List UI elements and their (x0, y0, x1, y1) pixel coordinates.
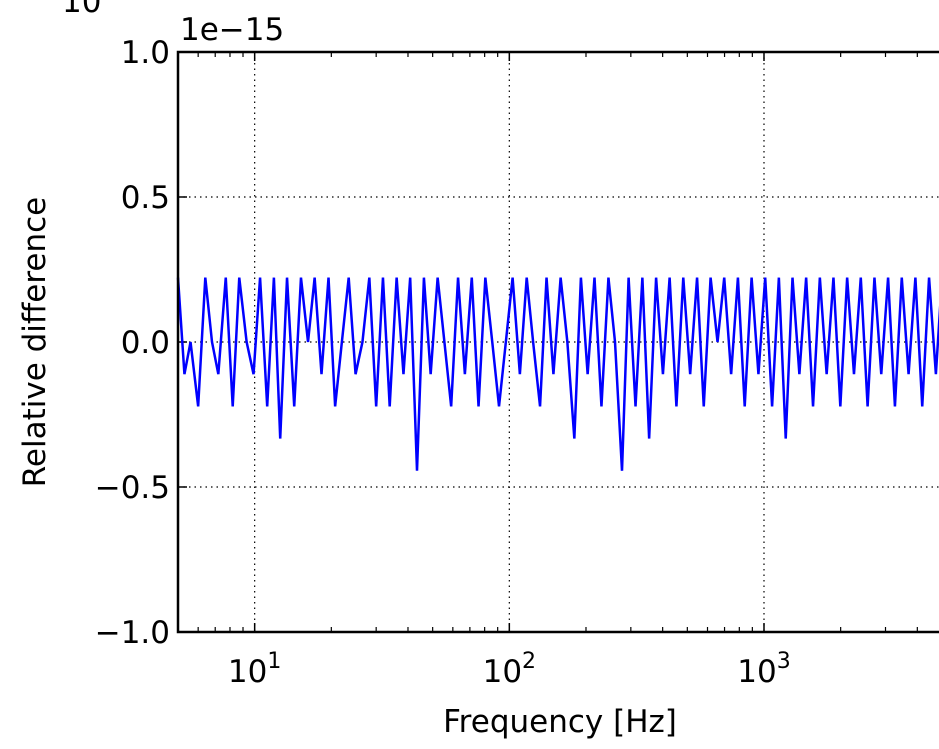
x-tick-base: 10 (483, 654, 522, 690)
y-tick-label: 0.5 (121, 180, 170, 216)
offset-text: 1e−15 (180, 12, 284, 48)
x-tick-exponent: 2 (522, 649, 536, 674)
data-line (176, 277, 939, 471)
x-tick-label: 102 (483, 649, 536, 690)
plot-frame (176, 50, 939, 634)
x-tick-label: 101 (228, 649, 281, 690)
x-tick-label: 103 (737, 649, 790, 690)
y-tick-label: −1.0 (95, 615, 170, 651)
y-axis-label: Relative difference (17, 197, 53, 488)
x-tick-base: 10 (228, 654, 267, 690)
x-tick-base: 10 (737, 654, 776, 690)
y-tick-label: −0.5 (95, 470, 170, 506)
corner-text: 10 (62, 0, 101, 20)
x-tick-exponent: 3 (777, 649, 791, 674)
y-tick-label: 1.0 (121, 35, 170, 71)
x-axis-label: Frequency [Hz] (443, 704, 677, 740)
y-tick-label: 0.0 (121, 325, 170, 361)
x-tick-exponent: 1 (267, 649, 281, 674)
